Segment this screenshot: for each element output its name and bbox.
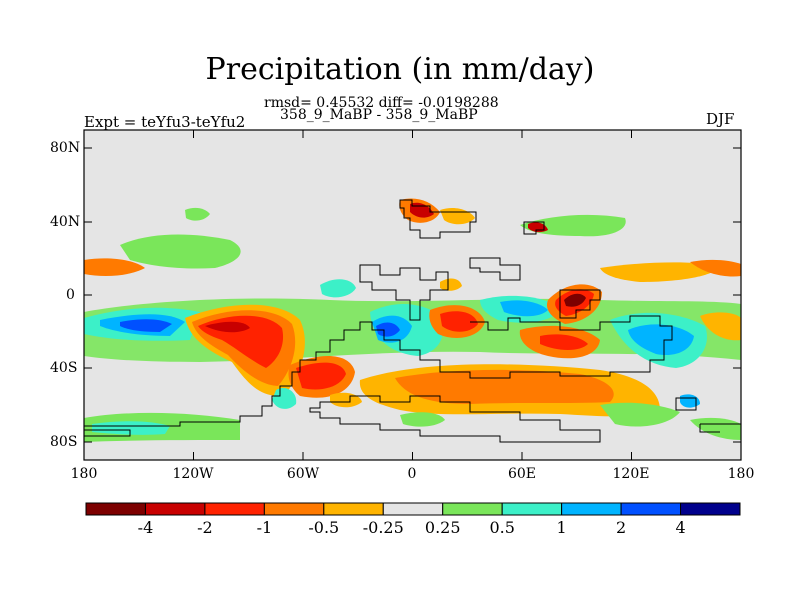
- colorbar-label: 1: [556, 518, 567, 537]
- colorbar-label: -2: [197, 518, 213, 537]
- lat-tick-marks: [84, 147, 741, 443]
- colorbar-swatch: [680, 502, 741, 516]
- lon-label-180w: 180: [70, 466, 98, 482]
- colorbar-swatch: [263, 502, 325, 516]
- lat-label-eq: 0: [66, 287, 75, 303]
- season-label: DJF: [706, 110, 735, 128]
- stats-line: rmsd= 0.45532 diff= -0.0198288: [264, 95, 499, 111]
- colorbar-label: -0.25: [362, 518, 404, 537]
- colorbar-label: 4: [675, 518, 686, 537]
- anomaly-field: [84, 198, 741, 442]
- colorbar: [85, 502, 741, 516]
- lon-label-120e: 120E: [612, 466, 650, 482]
- colorbar-label: -1: [256, 518, 273, 537]
- lat-label-80s: 80S: [50, 434, 78, 450]
- lat-label-40s: 40S: [50, 360, 78, 376]
- colorbar-swatch: [323, 502, 384, 516]
- lon-label-60w: 60W: [286, 466, 320, 482]
- colorbar-label: 0.25: [424, 518, 461, 537]
- colorbar-label: -0.5: [308, 518, 340, 537]
- cases-line: 358_9_MaBP - 358_9_MaBP: [280, 107, 478, 123]
- colorbar-swatch: [144, 502, 206, 516]
- experiment-label: Expt = teYfu3-teYfu2: [84, 113, 246, 131]
- colorbar-swatch: [501, 502, 563, 516]
- colorbar-swatch: [561, 502, 622, 516]
- lon-tick-marks: [193, 130, 632, 460]
- lon-label-0: 0: [407, 466, 417, 482]
- lat-label-40n: 40N: [50, 214, 81, 230]
- colorbar-swatch: [620, 502, 682, 516]
- lon-label-120w: 120W: [172, 466, 214, 482]
- colorbar-label: 2: [615, 518, 627, 537]
- plot-title: Precipitation (in mm/day): [205, 52, 595, 87]
- lat-label-80n: 80N: [50, 140, 81, 156]
- colorbar-swatch: [382, 502, 444, 516]
- colorbar-swatch: [204, 502, 265, 516]
- lon-label-60e: 60E: [507, 466, 537, 482]
- colorbar-swatch: [85, 502, 146, 516]
- colorbar-label: -4: [137, 518, 154, 537]
- lon-label-180e: 180: [727, 466, 755, 482]
- colorbar-swatch: [442, 502, 503, 516]
- colorbar-label: 0.5: [489, 518, 515, 537]
- continent-outlines: [84, 199, 741, 443]
